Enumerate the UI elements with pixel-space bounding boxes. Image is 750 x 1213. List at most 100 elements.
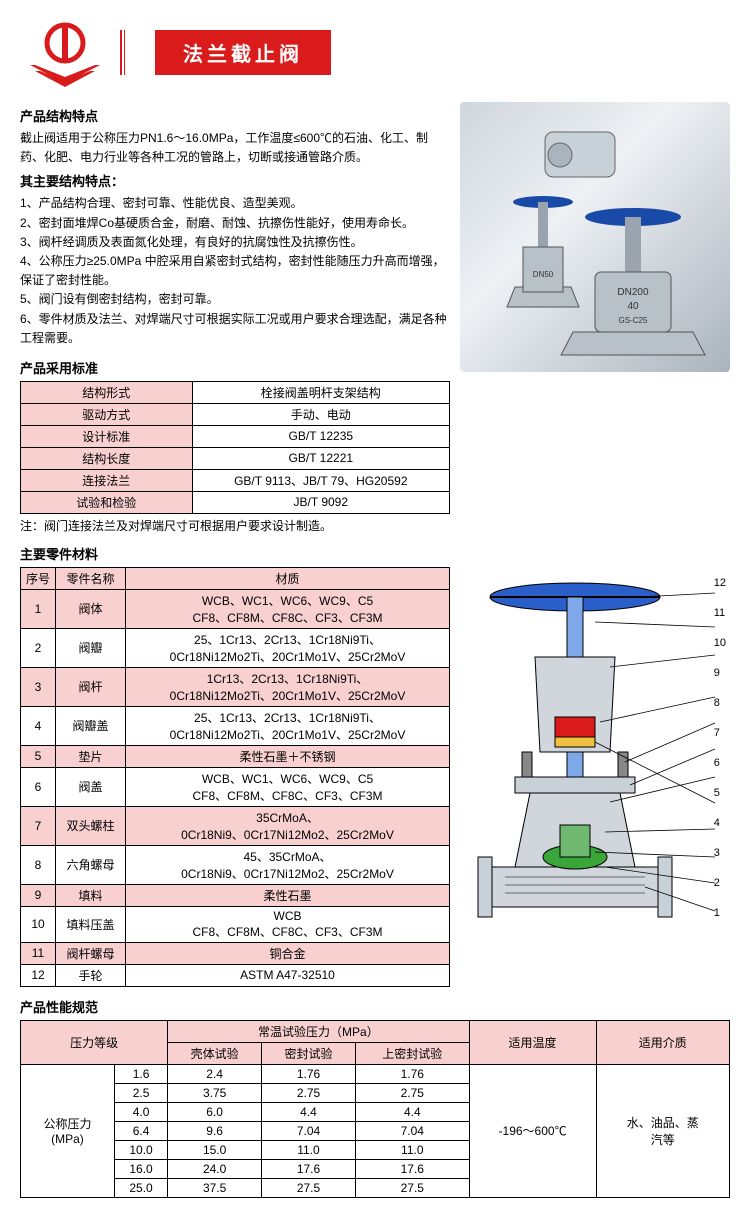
- std-value: GB/T 12235: [192, 425, 449, 447]
- perf-upseal: 27.5: [355, 1178, 469, 1197]
- perf-sh-seal: 密封试验: [262, 1042, 356, 1064]
- part-name: 阀瓣: [56, 628, 126, 667]
- standards-table: 结构形式栓接阀盖明杆支架结构驱动方式手动、电动设计标准GB/T 12235结构长…: [20, 381, 450, 514]
- part-name: 填料: [56, 884, 126, 906]
- std-value: JB/T 9092: [192, 491, 449, 513]
- perf-temp: -196～600℃: [469, 1064, 596, 1197]
- part-material: 25、1Cr13、2Cr13、1Cr18Ni9Ti、0Cr18Ni12Mo2Ti…: [126, 706, 450, 745]
- callout-number: 1: [714, 907, 730, 919]
- callout-number: 8: [714, 697, 730, 709]
- parts-col-name: 零件名称: [56, 567, 126, 589]
- std-value: GB/T 12221: [192, 447, 449, 469]
- perf-shell: 6.0: [168, 1102, 262, 1121]
- feature-item: 3、阀杆经调质及表面氮化处理，有良好的抗腐蚀性及抗擦伤性。: [20, 233, 450, 252]
- perf-shell: 3.75: [168, 1083, 262, 1102]
- part-name: 手轮: [56, 964, 126, 986]
- perf-sh-upseal: 上密封试验: [355, 1042, 469, 1064]
- callout-number: 6: [714, 757, 730, 769]
- std-label: 设计标准: [21, 425, 193, 447]
- std-label: 试验和检验: [21, 491, 193, 513]
- callout-number: 9: [714, 667, 730, 679]
- features-list: 1、产品结构合理、密封可靠、性能优良、造型美观。 2、密封面堆焊Co基硬质合金，…: [20, 194, 450, 348]
- std-value: 手动、电动: [192, 403, 449, 425]
- perf-shell: 24.0: [168, 1159, 262, 1178]
- part-material: 25、1Cr13、2Cr13、1Cr18Ni9Ti、0Cr18Ni12Mo2Ti…: [126, 628, 450, 667]
- perf-upseal: 4.4: [355, 1102, 469, 1121]
- std-value: 栓接阀盖明杆支架结构: [192, 381, 449, 403]
- part-name: 阀体: [56, 589, 126, 628]
- perf-seal: 11.0: [262, 1140, 356, 1159]
- perf-upseal: 1.76: [355, 1064, 469, 1083]
- parts-heading: 主要零件材料: [20, 544, 730, 563]
- perf-pn: 25.0: [114, 1178, 167, 1197]
- part-no: 4: [21, 706, 56, 745]
- part-material: 柔性石墨: [126, 884, 450, 906]
- performance-heading: 产品性能规范: [20, 997, 730, 1016]
- perf-pn: 2.5: [114, 1083, 167, 1102]
- callout-number: 11: [714, 607, 730, 619]
- perf-pn: 10.0: [114, 1140, 167, 1159]
- std-label: 结构长度: [21, 447, 193, 469]
- part-name: 双头螺柱: [56, 806, 126, 845]
- part-name: 阀杆: [56, 667, 126, 706]
- callout-number: 3: [714, 847, 730, 859]
- perf-upseal: 17.6: [355, 1159, 469, 1178]
- part-no: 6: [21, 767, 56, 806]
- part-material: WCB、WC1、WC6、WC9、C5CF8、CF8M、CF8C、CF3、CF3M: [126, 589, 450, 628]
- product-photo: DN50 DN200 40 GS-C25: [460, 102, 730, 372]
- standards-heading: 产品采用标准: [20, 358, 450, 377]
- features-heading: 产品结构特点: [20, 106, 450, 125]
- perf-medium: 水、油品、蒸汽等: [596, 1064, 730, 1197]
- performance-table: 压力等级 常温试验压力（MPa） 适用温度 适用介质 壳体试验 密封试验 上密封…: [20, 1020, 730, 1198]
- part-material: WCB、WC1、WC6、WC9、C5CF8、CF8M、CF8C、CF3、CF3M: [126, 767, 450, 806]
- perf-seal: 2.75: [262, 1083, 356, 1102]
- part-material: ASTM A47-32510: [126, 964, 450, 986]
- feature-item: 5、阀门设有倒密封结构，密封可靠。: [20, 290, 450, 309]
- part-name: 填料压盖: [56, 906, 126, 942]
- perf-h-test: 常温试验压力（MPa）: [168, 1020, 469, 1042]
- feature-item: 4、公称压力≥25.0MPa 中腔采用自紧密封式结构，密封性能随压力升高而增强，…: [20, 252, 450, 290]
- perf-pn: 1.6: [114, 1064, 167, 1083]
- valve2-label-bottom: GS-C25: [619, 316, 648, 325]
- callout-number: 10: [714, 637, 730, 649]
- std-label: 驱动方式: [21, 403, 193, 425]
- feature-item: 6、零件材质及法兰、对焊端尺寸可根据实际工况或用户要求合理选配，满足各种工程需要…: [20, 310, 450, 348]
- part-material: 35CrMoA、0Cr18Ni9、0Cr17Ni12Mo2、25Cr2MoV: [126, 806, 450, 845]
- feature-item: 1、产品结构合理、密封可靠、性能优良、造型美观。: [20, 194, 450, 213]
- standards-note: 注：阀门连接法兰及对焊端尺寸可根据用户要求设计制造。: [20, 517, 450, 534]
- part-name: 六角螺母: [56, 845, 126, 884]
- part-no: 10: [21, 906, 56, 942]
- part-no: 1: [21, 589, 56, 628]
- perf-shell: 15.0: [168, 1140, 262, 1159]
- part-name: 垫片: [56, 745, 126, 767]
- perf-upseal: 2.75: [355, 1083, 469, 1102]
- features-intro: 截止阀适用于公称压力PN1.6～16.0MPa，工作温度≤600℃的石油、化工、…: [20, 129, 450, 167]
- perf-seal: 17.6: [262, 1159, 356, 1178]
- feature-item: 2、密封面堆焊Co基硬质合金，耐磨、耐蚀、抗擦伤性能好，使用寿命长。: [20, 214, 450, 233]
- valve2-label-top: DN200: [617, 287, 649, 298]
- perf-pn: 4.0: [114, 1102, 167, 1121]
- parts-table: 序号 零件名称 材质 1阀体WCB、WC1、WC6、WC9、C5CF8、CF8M…: [20, 567, 450, 987]
- part-material: 1Cr13、2Cr13、1Cr18Ni9Ti、0Cr18Ni12Mo2Ti、20…: [126, 667, 450, 706]
- part-no: 9: [21, 884, 56, 906]
- std-value: GB/T 9113、JB/T 79、HG20592: [192, 469, 449, 491]
- valve2-label-mid: 40: [627, 301, 639, 312]
- cross-section-diagram: 121110987654321: [460, 567, 730, 947]
- perf-h-medium: 适用介质: [596, 1020, 730, 1064]
- valve1-label: DN50: [533, 270, 554, 279]
- part-name: 阀盖: [56, 767, 126, 806]
- perf-seal: 1.76: [262, 1064, 356, 1083]
- parts-col-material: 材质: [126, 567, 450, 589]
- perf-h-pressure: 压力等级: [21, 1020, 168, 1064]
- perf-shell: 9.6: [168, 1121, 262, 1140]
- callout-number: 4: [714, 817, 730, 829]
- perf-seal: 4.4: [262, 1102, 356, 1121]
- part-no: 7: [21, 806, 56, 845]
- perf-seal: 27.5: [262, 1178, 356, 1197]
- part-name: 阀瓣盖: [56, 706, 126, 745]
- callout-number: 7: [714, 727, 730, 739]
- parts-col-no: 序号: [21, 567, 56, 589]
- callout-number: 2: [714, 877, 730, 889]
- part-no: 3: [21, 667, 56, 706]
- perf-pn: 6.4: [114, 1121, 167, 1140]
